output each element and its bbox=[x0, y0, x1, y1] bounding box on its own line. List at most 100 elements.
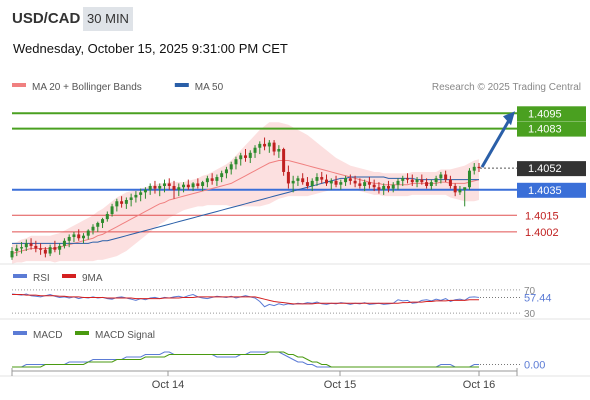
candle-body bbox=[96, 222, 100, 227]
candle-body bbox=[24, 243, 28, 248]
candle-body bbox=[191, 183, 195, 188]
rsi-tick-30: 30 bbox=[524, 309, 536, 320]
candle-body bbox=[310, 180, 314, 186]
candle-body bbox=[105, 214, 109, 220]
candle-body bbox=[372, 184, 376, 188]
candle-body bbox=[134, 194, 138, 198]
candle-body bbox=[434, 178, 438, 183]
candle-body bbox=[415, 179, 419, 183]
chart-header: USD/CAD 30 MIN bbox=[0, 0, 590, 38]
macd-legend-swatch bbox=[13, 331, 27, 335]
candle-body bbox=[377, 187, 381, 190]
candle-body bbox=[205, 178, 209, 183]
candle-body bbox=[58, 245, 62, 250]
candle-body bbox=[53, 247, 57, 250]
candle-body bbox=[320, 177, 324, 180]
candle-body bbox=[43, 249, 47, 254]
macd-legend-label: MACD bbox=[33, 330, 62, 341]
forecast-arrow-head bbox=[503, 111, 515, 126]
rsi-legend-swatch bbox=[13, 274, 27, 278]
candle-body bbox=[420, 179, 424, 183]
candle-body bbox=[210, 178, 214, 181]
candle-body bbox=[472, 166, 476, 171]
rsi-legend-label: RSI bbox=[33, 273, 50, 284]
currency-pair-title: USD/CAD bbox=[12, 10, 81, 27]
candle-body bbox=[20, 247, 24, 249]
candle-body bbox=[272, 142, 276, 152]
rsi-ma-line bbox=[12, 294, 479, 305]
candle-body bbox=[386, 185, 390, 189]
legend-swatch-2 bbox=[174, 83, 189, 87]
legend-label-2: MA 50 bbox=[195, 82, 224, 93]
candle-body bbox=[124, 199, 128, 204]
candle-body bbox=[177, 187, 181, 190]
candle-body bbox=[406, 178, 410, 180]
rsi-line bbox=[11, 293, 480, 308]
candle-body bbox=[277, 148, 281, 152]
candle-body bbox=[296, 178, 300, 181]
candle-body bbox=[215, 177, 219, 181]
legend-label-1: MA 20 + Bollinger Bands bbox=[32, 82, 142, 93]
candle-body bbox=[10, 250, 14, 258]
candle-body bbox=[282, 148, 286, 172]
x-tick-label: Oct 16 bbox=[463, 379, 495, 391]
candle-body bbox=[258, 143, 262, 148]
x-tick-label: Oct 15 bbox=[324, 379, 356, 391]
current-price-tag bbox=[517, 161, 586, 177]
candle-body bbox=[467, 170, 471, 188]
candle-body bbox=[158, 185, 162, 189]
candle-body bbox=[244, 155, 247, 158]
candle-body bbox=[367, 182, 371, 185]
candle-body bbox=[239, 155, 243, 160]
level-tag-1.4095 bbox=[517, 106, 586, 122]
candle-body bbox=[267, 142, 271, 147]
candle-body bbox=[29, 243, 33, 246]
candle-body bbox=[224, 169, 228, 174]
candle-body bbox=[339, 182, 343, 185]
candle-body bbox=[234, 159, 238, 165]
candle-body bbox=[139, 192, 143, 195]
candle-body bbox=[334, 180, 338, 185]
candle-body bbox=[458, 189, 462, 193]
candle-body bbox=[15, 248, 19, 251]
candle-body bbox=[110, 206, 114, 215]
candle-body bbox=[86, 230, 90, 236]
candle-body bbox=[453, 185, 457, 193]
candle-body bbox=[410, 179, 414, 183]
candle-body bbox=[353, 180, 357, 184]
candle-body bbox=[120, 201, 124, 204]
candle-body bbox=[162, 183, 166, 186]
candle-body bbox=[329, 180, 333, 184]
candle-body bbox=[72, 234, 76, 237]
candle-body bbox=[325, 179, 329, 184]
macd-current-value: 0.00 bbox=[524, 360, 545, 372]
ma20-line bbox=[11, 159, 480, 255]
level-label-1.4015: 1.4015 bbox=[525, 210, 559, 222]
timeframe-badge[interactable]: 30 MIN bbox=[83, 7, 133, 31]
candle-body bbox=[286, 171, 290, 184]
candle-body bbox=[344, 178, 348, 183]
level-tag-1.4083 bbox=[517, 121, 586, 137]
candle-body bbox=[263, 143, 267, 147]
candle-body bbox=[396, 180, 400, 185]
candle-body bbox=[220, 173, 224, 178]
candle-body bbox=[129, 197, 133, 200]
candle-body bbox=[167, 183, 171, 186]
rsi-current-value: 57.44 bbox=[524, 292, 552, 304]
candle-body bbox=[186, 184, 190, 188]
level-label-1.4083: 1.4083 bbox=[528, 124, 562, 136]
candle-body bbox=[401, 178, 405, 181]
candle-body bbox=[425, 182, 429, 186]
rsi-ma-legend-swatch bbox=[62, 274, 76, 278]
credit-text: Research © 2025 Trading Central bbox=[432, 82, 581, 93]
rsi-tick-70: 70 bbox=[524, 286, 536, 297]
level-label-1.4002: 1.4002 bbox=[525, 227, 559, 239]
candle-body bbox=[196, 183, 200, 186]
candle-body bbox=[305, 182, 309, 186]
candle-body bbox=[248, 152, 252, 158]
candle-body bbox=[315, 177, 319, 181]
candle-body bbox=[448, 179, 452, 186]
macd-signal-legend-swatch bbox=[75, 331, 89, 335]
macd-signal-legend-label: MACD Signal bbox=[95, 330, 155, 341]
